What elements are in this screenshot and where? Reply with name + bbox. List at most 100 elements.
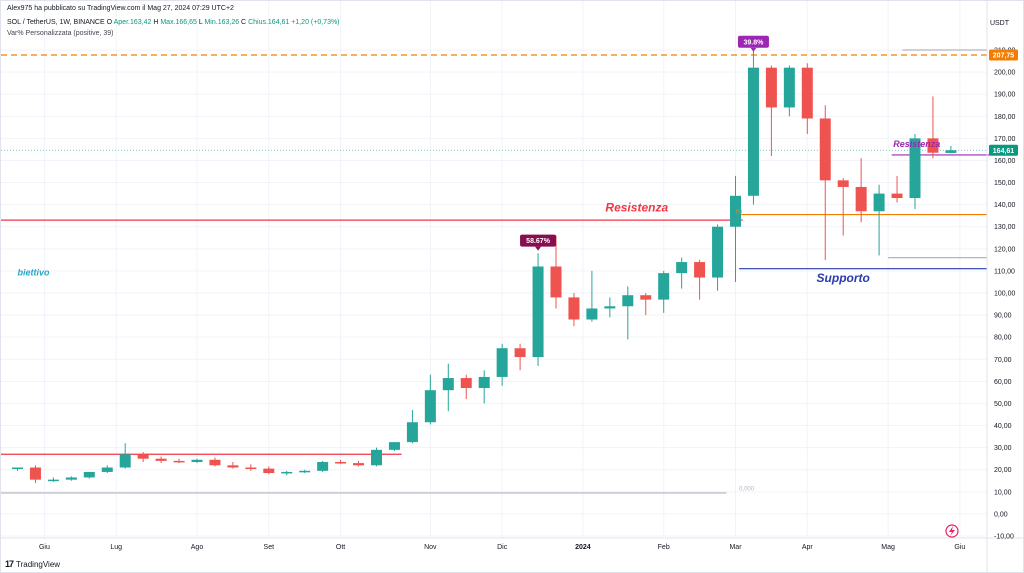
candle: [532, 253, 544, 366]
price-tick-label: 190,00: [994, 92, 1016, 99]
price-tick-label: 110,00: [994, 268, 1015, 275]
candle: [514, 343, 526, 371]
candle-body: [101, 467, 113, 472]
price-tag-box: [989, 49, 1018, 61]
price-tick-label: 120,00: [994, 246, 1016, 253]
candle: [927, 96, 939, 159]
candle: [586, 270, 598, 322]
time-tick-label: Feb: [658, 544, 670, 551]
time-tick-label: Giu: [954, 544, 965, 551]
grid: [1, 1, 987, 538]
badge-dec: 58.67%: [520, 234, 557, 251]
candle-body: [442, 378, 454, 391]
candle: [371, 447, 382, 467]
candle-body: [604, 306, 616, 309]
time-tick-label: Dic: [497, 544, 508, 551]
candle-body: [371, 449, 382, 466]
candle-body: [855, 186, 867, 212]
badge-box: [520, 234, 557, 247]
price-tick-label: 0,00: [994, 511, 1008, 518]
candle-body: [783, 67, 795, 108]
brand-text: TradingView: [16, 559, 61, 569]
time-tick-label: Ott: [336, 544, 345, 551]
candle: [640, 293, 652, 316]
candle-body: [245, 467, 257, 470]
price-tick-label: 80,00: [994, 335, 1012, 342]
candle-body: [640, 295, 652, 300]
candle-body: [532, 266, 544, 358]
footer-brand: 17 TradingView: [5, 559, 60, 569]
price-tag-text: 207,75: [993, 52, 1015, 59]
price-tick-label: 130,00: [994, 224, 1016, 231]
candle-body: [191, 459, 203, 462]
badge-pointer: [750, 47, 757, 52]
badge-text: 39.8%: [744, 39, 765, 46]
candle: [909, 133, 921, 210]
candle: [299, 469, 311, 474]
candle-body: [317, 461, 329, 471]
price-tick-label: 100,00: [994, 291, 1016, 298]
price-tick-label: 30,00: [994, 445, 1012, 452]
badge-mar: 39.8%: [737, 35, 769, 52]
label-obiettivo: biettivo: [18, 267, 51, 277]
horizontal-lines: [1, 49, 1002, 494]
price-tag-current: 164,61: [989, 144, 1018, 156]
price-tag-text: 164,61: [993, 148, 1015, 155]
time-tick-label: Lug: [110, 544, 122, 551]
candle-body: [29, 467, 41, 480]
candle: [12, 467, 23, 471]
candle: [891, 175, 903, 203]
price-tick-label: -10,00: [994, 534, 1014, 541]
candle-body: [550, 266, 562, 298]
candle-body: [514, 348, 526, 358]
badge-pointer: [535, 246, 542, 251]
label-resistenza-recente: Resistenza: [893, 139, 940, 149]
candle-body: [747, 67, 759, 196]
candle-body: [586, 308, 598, 320]
candle-body: [694, 262, 706, 278]
candle: [406, 410, 418, 444]
candle: [442, 363, 454, 412]
time-tick-label: Apr: [802, 544, 814, 551]
candle-body: [873, 193, 885, 212]
candle: [604, 297, 616, 318]
ohlc-key: C: [239, 19, 249, 26]
indicator-line[interactable]: Var% Personalizzata (positive, 39): [7, 30, 114, 37]
candle: [173, 458, 185, 464]
candle: [550, 235, 562, 309]
ohlc-value: Chius.164,61 +1,20 (+0,73%): [248, 19, 340, 26]
label-fib-0: 0,000: [739, 487, 755, 493]
price-tick-label: 170,00: [994, 136, 1016, 143]
candle: [281, 470, 293, 476]
currency-label[interactable]: USDT: [989, 20, 1009, 27]
candle: [424, 374, 436, 425]
ohlc-value: Aper.163,42: [113, 19, 152, 26]
candle-body: [945, 150, 957, 153]
candle-body: [83, 471, 95, 478]
price-tick-label: 40,00: [994, 423, 1012, 430]
symbol-name[interactable]: SOL / TetherUS, 1W, BINANCE: [7, 19, 105, 26]
price-tags: 164,61 207,75: [989, 49, 1018, 156]
candle: [227, 461, 239, 469]
candle: [676, 257, 688, 289]
candle-body: [119, 454, 131, 468]
candle: [837, 178, 849, 236]
candle-body: [568, 297, 580, 320]
time-tick-label: Mar: [729, 544, 742, 551]
candle: [747, 50, 759, 205]
candle: [83, 471, 95, 479]
candle: [317, 460, 329, 472]
candle-body: [658, 273, 670, 300]
ohlc-values: O Aper.163,42 H Max.166,65 L Min.163,26 …: [107, 19, 340, 26]
candle: [137, 452, 149, 462]
lightning-icon[interactable]: [945, 524, 959, 538]
published-line: Alex975 ha pubblicato su TradingView.com…: [7, 5, 234, 12]
price-tick-label: 20,00: [994, 467, 1012, 474]
label-resistenza: Resistenza: [605, 200, 668, 214]
ohlc-key: L: [196, 19, 205, 26]
candle: [119, 443, 131, 469]
ohlc-value: Min.163,26: [204, 19, 240, 26]
candle-body: [927, 138, 939, 153]
candle-body: [299, 470, 311, 473]
